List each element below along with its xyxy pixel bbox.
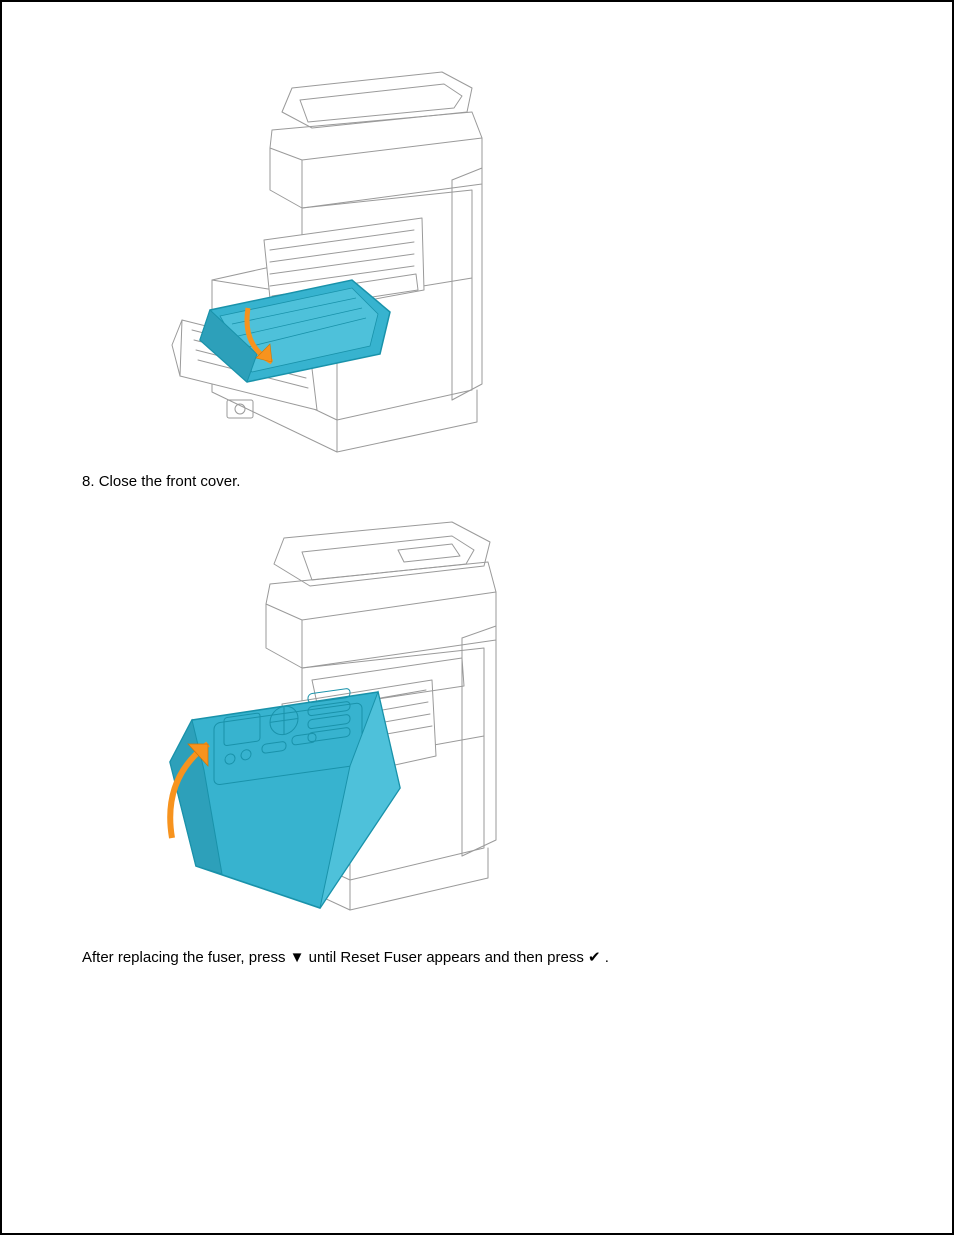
instr-text-2: until [309, 949, 341, 966]
step-text: Close the front cover. [99, 473, 241, 490]
close-cover-illustration [152, 508, 872, 918]
instr-text-3: appears and then press [426, 949, 588, 966]
fuser-install-illustration [152, 60, 872, 455]
step-number: 8. [82, 473, 95, 490]
check-icon: ✔ [588, 946, 601, 969]
post-replace-instructions: After replacing the fuser, press ▼ until… [82, 946, 872, 970]
instr-text-1: After replacing the fuser, press [82, 949, 290, 966]
down-triangle-icon: ▼ [290, 946, 305, 969]
instr-text-4: . [605, 949, 609, 966]
reset-fuser-label: Reset Fuser [340, 949, 422, 966]
